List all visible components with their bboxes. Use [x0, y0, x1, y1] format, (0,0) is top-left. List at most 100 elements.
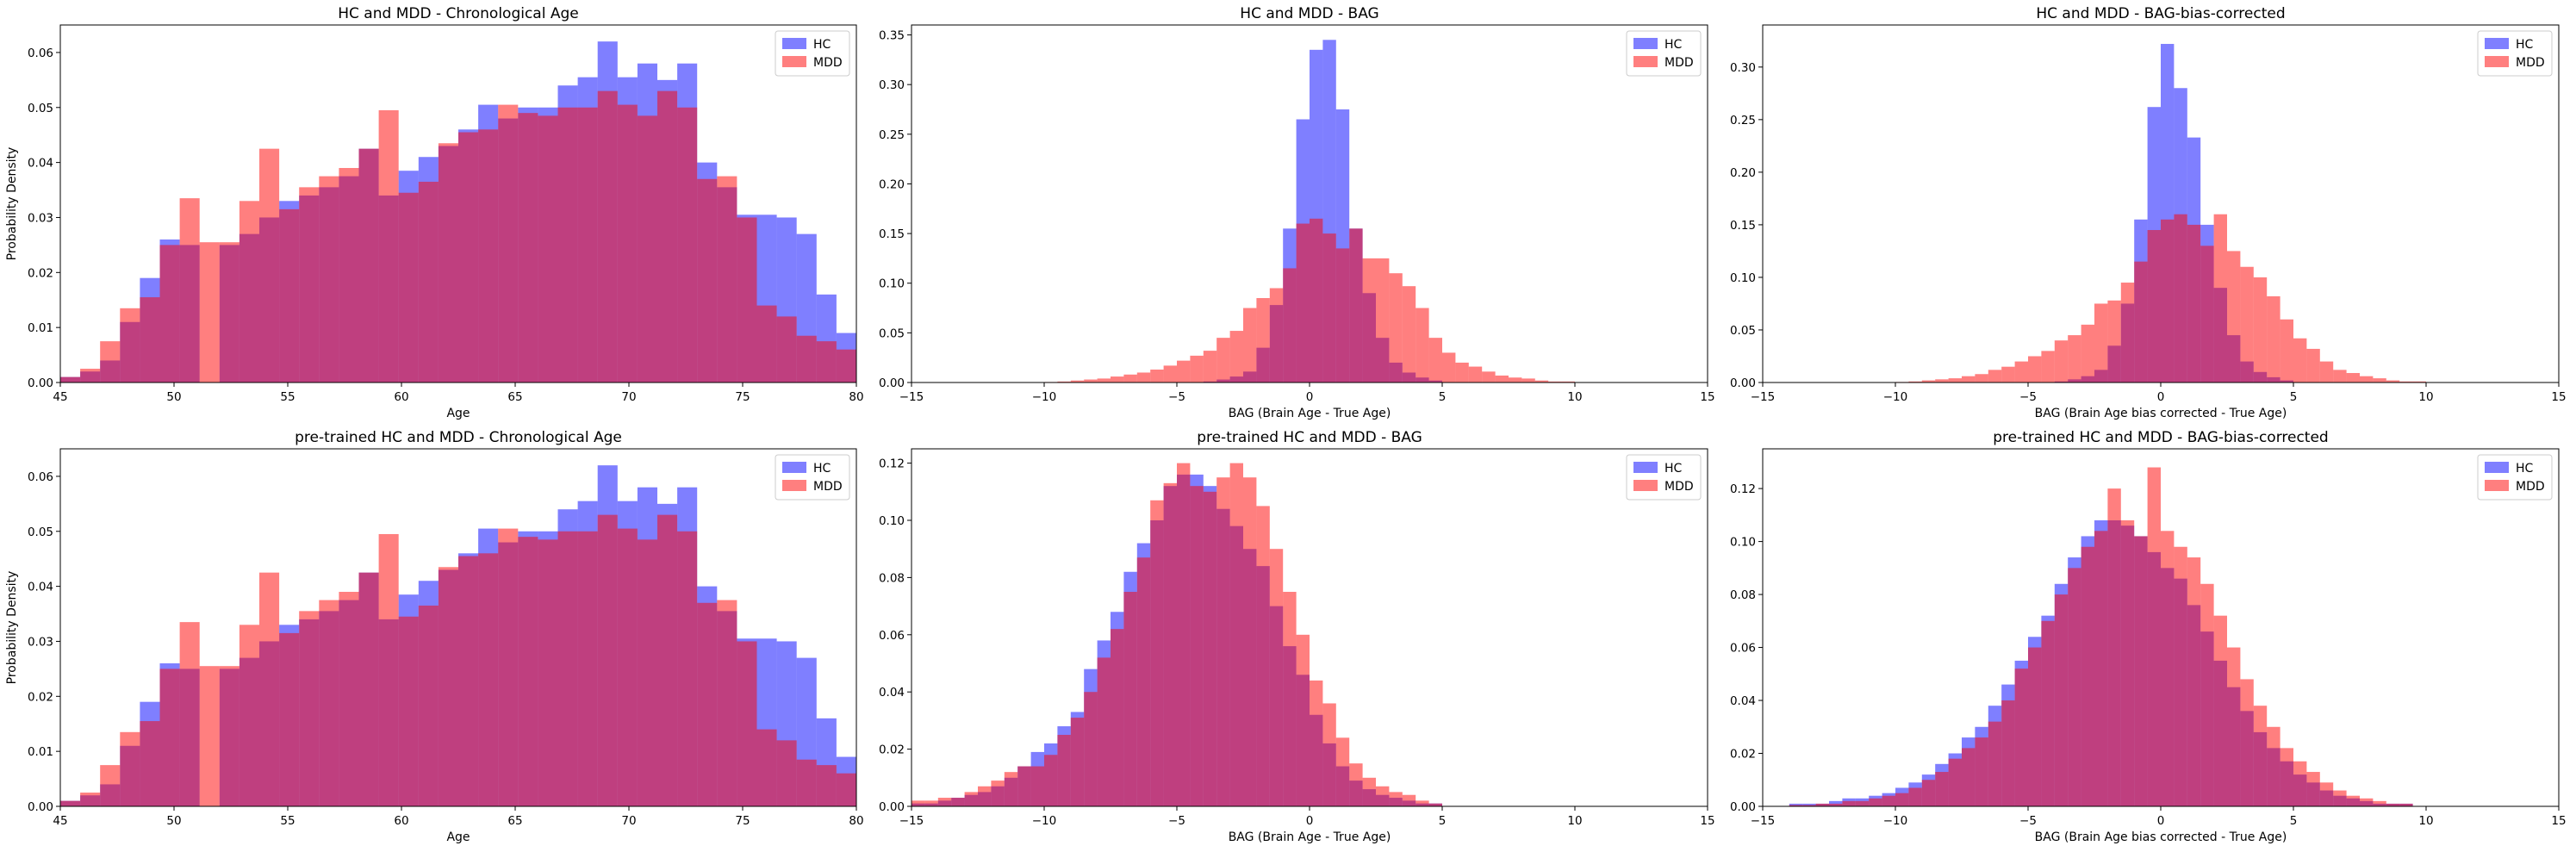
bar-mdd-15	[1111, 629, 1124, 806]
bar-hc-3	[1829, 800, 1843, 806]
y-tick-label: 0.02	[28, 266, 53, 280]
legend-label-hc: HC	[813, 38, 831, 52]
bar-mdd-34	[2240, 679, 2254, 806]
bar-mdd-12	[1203, 351, 1217, 382]
x-tick-label: 75	[735, 390, 750, 404]
bar-mdd-23	[1349, 228, 1363, 382]
bar-mdd-25	[2227, 251, 2241, 382]
bar-mdd-6	[1975, 374, 1988, 382]
series-mdd	[1044, 218, 1575, 382]
bar-mdd-27	[597, 514, 618, 806]
bar-mdd-21	[1322, 233, 1336, 382]
bar-mdd-21	[478, 129, 499, 382]
bar-mdd-17	[1269, 288, 1284, 382]
y-tick-label: 0.06	[1730, 642, 1756, 656]
bar-mdd-40	[856, 366, 876, 382]
bar-mdd-5	[1111, 376, 1124, 382]
bar-mdd-26	[1389, 273, 1403, 382]
bar-mdd-3	[1084, 379, 1098, 382]
chart-title: HC and MDD - Chronological Age	[338, 5, 578, 22]
x-tick-label: 80	[849, 814, 863, 828]
bars	[1895, 43, 2426, 382]
bar-mdd-19	[2041, 620, 2055, 806]
bar-mdd-9	[1030, 766, 1044, 806]
bar-mdd-15	[1243, 308, 1257, 382]
legend-swatch-hc	[1633, 38, 1658, 49]
chart-title: pre-trained HC and MDD - Chronological A…	[295, 429, 622, 446]
bar-mdd-7	[1136, 372, 1151, 382]
x-tick-label: 10	[2418, 390, 2433, 404]
bar-mdd-4	[1948, 378, 1962, 382]
bar-mdd-40	[856, 790, 876, 806]
bar-mdd-40	[2319, 782, 2334, 806]
legend-label-hc: HC	[1664, 462, 1683, 476]
bar-mdd-36	[776, 740, 797, 806]
bar-mdd-3	[951, 798, 965, 806]
bar-mdd-27	[2147, 467, 2161, 806]
axes-frame	[59, 448, 857, 807]
bar-mdd-24	[538, 115, 558, 382]
bar-mdd-28	[2161, 531, 2175, 806]
bar-mdd-33	[717, 600, 737, 806]
bar-mdd-26	[2134, 536, 2148, 806]
x-tick-label: 70	[621, 814, 636, 828]
bar-mdd-11	[279, 632, 300, 806]
x-tick-label: −5	[1168, 390, 1185, 404]
bars	[60, 465, 876, 806]
bar-mdd-14	[2081, 324, 2094, 382]
x-tick-label: 15	[2551, 390, 2566, 404]
x-tick-label: −5	[2019, 390, 2037, 404]
bar-mdd-2	[100, 341, 121, 382]
bar-mdd-46	[2399, 803, 2413, 806]
bar-mdd-35	[2360, 376, 2374, 382]
legend-swatch-mdd	[1633, 480, 1658, 491]
bars	[1789, 467, 2413, 806]
bar-mdd-9	[1908, 787, 1922, 806]
bar-hc-40	[856, 350, 876, 382]
bar-mdd-20	[458, 556, 479, 806]
bar-mdd-5	[159, 245, 180, 382]
bar-mdd-32	[2319, 361, 2334, 382]
bar-mdd-33	[1349, 763, 1363, 806]
y-tick-label: 0.00	[28, 800, 53, 814]
bar-mdd-6	[991, 780, 1005, 806]
legend-label-mdd: MDD	[813, 56, 843, 70]
bar-mdd-8	[1895, 793, 1909, 806]
bar-mdd-12	[1948, 758, 1962, 806]
x-tick-label: 50	[166, 390, 181, 404]
legend-label-mdd: MDD	[1664, 480, 1694, 494]
x-tick-label: 70	[621, 390, 636, 404]
x-tick-label: 0	[1306, 390, 1314, 404]
bar-mdd-15	[358, 572, 379, 806]
bar-mdd-13	[1962, 748, 1976, 806]
bar-mdd-1	[1802, 805, 1816, 806]
x-tick-label: −15	[1751, 814, 1776, 828]
series-mdd	[60, 90, 876, 382]
y-tick-label: 0.00	[1730, 800, 1756, 814]
bar-mdd-0	[60, 800, 81, 806]
bar-mdd-19	[438, 567, 458, 806]
bar-mdd-23	[518, 113, 538, 382]
y-tick-label: 0.03	[28, 635, 53, 649]
bar-mdd-15	[1988, 721, 2002, 806]
y-tick-label: 0.06	[28, 47, 53, 60]
series-mdd	[1895, 214, 2426, 382]
bar-mdd-35	[2253, 706, 2268, 806]
legend-swatch-hc	[2485, 462, 2509, 473]
legend: HC MDD	[2477, 454, 2553, 501]
bar-mdd-6	[1123, 374, 1137, 382]
x-tick-label: −5	[1168, 814, 1185, 828]
bar-mdd-18	[2134, 261, 2148, 382]
bar-mdd-31	[2306, 348, 2320, 382]
bar-mdd-37	[796, 759, 817, 806]
bar-mdd-5	[1855, 800, 1870, 806]
y-tick-label: 0.05	[1730, 324, 1756, 338]
bar-mdd-14	[339, 592, 359, 806]
bars	[912, 463, 1442, 806]
series-mdd	[912, 463, 1442, 806]
bar-mdd-20	[2161, 219, 2175, 382]
bar-mdd-36	[2373, 378, 2386, 382]
legend-swatch-hc	[782, 38, 806, 49]
x-tick-label: −10	[1032, 390, 1057, 404]
bar-mdd-22	[498, 104, 519, 382]
